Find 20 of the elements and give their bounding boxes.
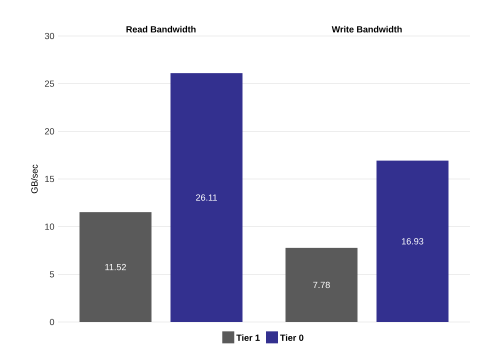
y-tick-label: 30 <box>44 32 54 40</box>
data-label: 7.78 <box>313 282 330 288</box>
legend-label: Tier 0 <box>280 334 304 341</box>
bar <box>80 212 152 322</box>
x-tick-label: Read Bandwidth <box>126 26 196 32</box>
legend-label: Tier 1 <box>236 334 260 341</box>
bar <box>376 160 449 322</box>
data-label: 16.93 <box>402 238 424 244</box>
y-tick-label: 5 <box>50 271 54 278</box>
y-tick-label: 10 <box>45 223 54 230</box>
data-label: 26.11 <box>196 194 217 201</box>
y-axis-title: GB/sec <box>31 164 38 194</box>
x-tick-label: Write Bandwidth <box>332 26 402 32</box>
y-tick-label: 15 <box>45 176 54 182</box>
data-label: 11.52 <box>105 264 126 270</box>
y-tick-label: 20 <box>44 128 54 135</box>
y-tick-label: 25 <box>44 80 54 87</box>
bar <box>286 248 358 322</box>
y-tick-label: 0 <box>50 318 54 326</box>
bar <box>170 73 243 322</box>
